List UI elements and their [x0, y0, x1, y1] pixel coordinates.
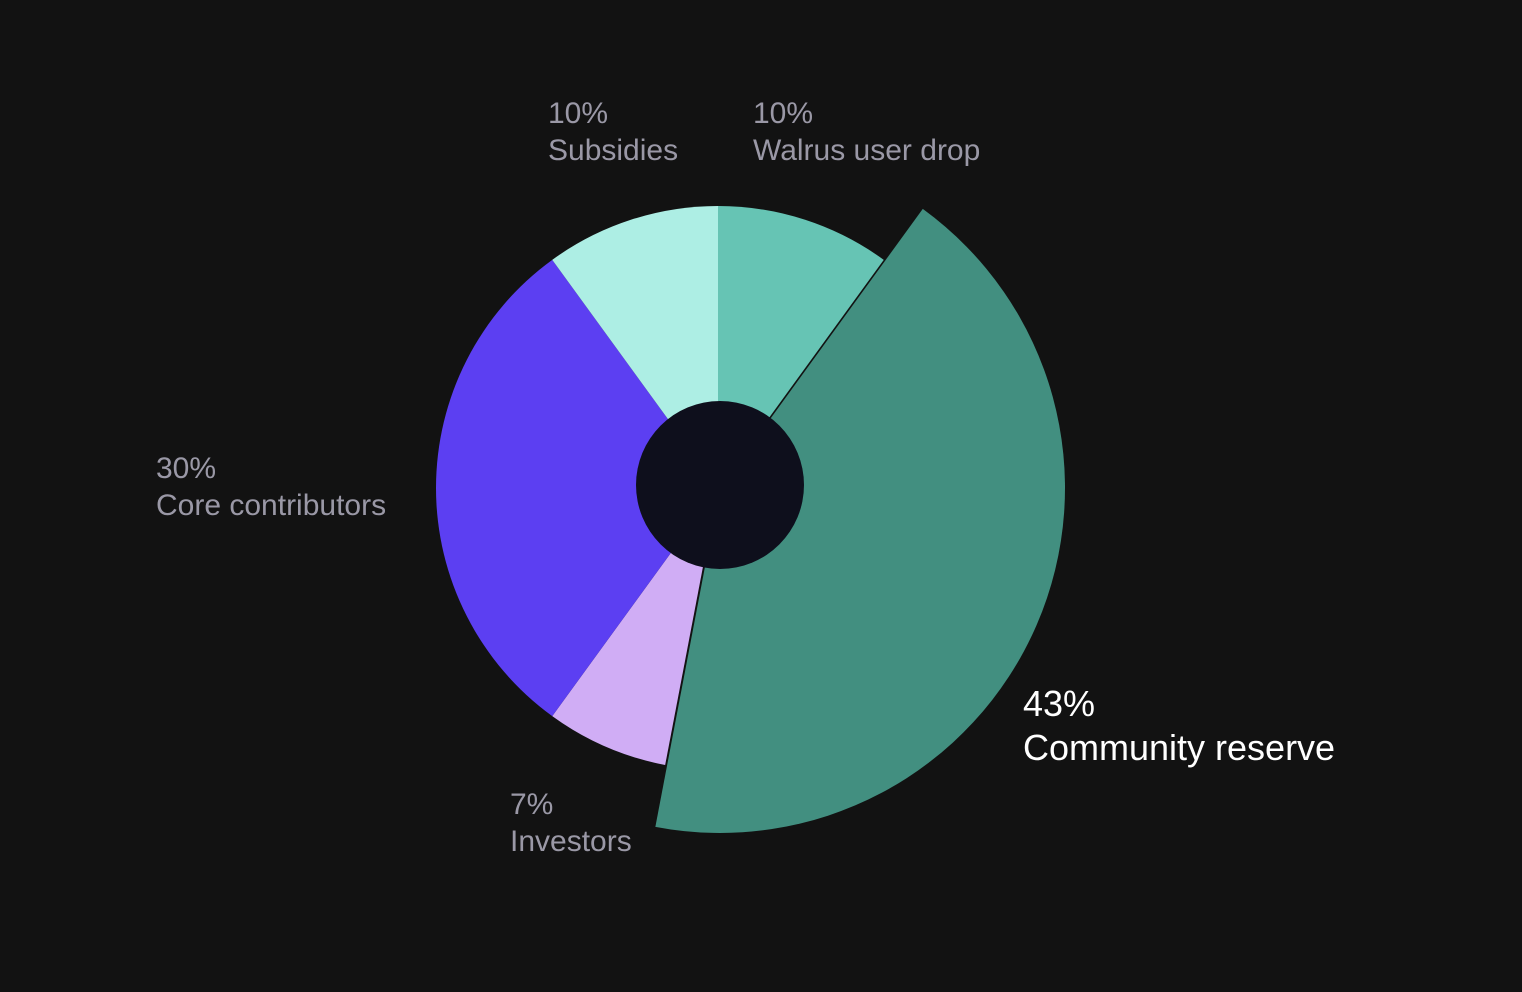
slice-value-label: 43% [1023, 683, 1096, 724]
slice-name-label: Core contributors [156, 488, 387, 522]
slice-name-label: Community reserve [1023, 726, 1336, 768]
slice-value-label: 10% [753, 97, 814, 130]
slice-label-subsidies: 10% Subsidies [548, 96, 678, 169]
slice-label-walrus-user-drop: 10% Walrus user drop [753, 96, 980, 169]
slice-name-label: Subsidies [548, 133, 679, 167]
slice-label-community-reserve: 43% Community reserve [1023, 682, 1335, 770]
donut-hole [636, 401, 804, 569]
slice-value-label: 10% [548, 97, 609, 130]
pie-slice-community-reserve [655, 208, 1065, 833]
slice-value-label: 30% [156, 452, 217, 485]
slice-label-core-contributors: 30% Core contributors [156, 451, 386, 524]
slice-value-label: 7% [510, 788, 554, 821]
slice-name-label: Walrus user drop [753, 133, 981, 167]
slice-label-investors: 7% Investors [510, 787, 632, 860]
slice-name-label: Investors [510, 824, 632, 858]
pie-slice-core-contributors [436, 259, 718, 717]
pie-slice-investors [552, 488, 718, 766]
